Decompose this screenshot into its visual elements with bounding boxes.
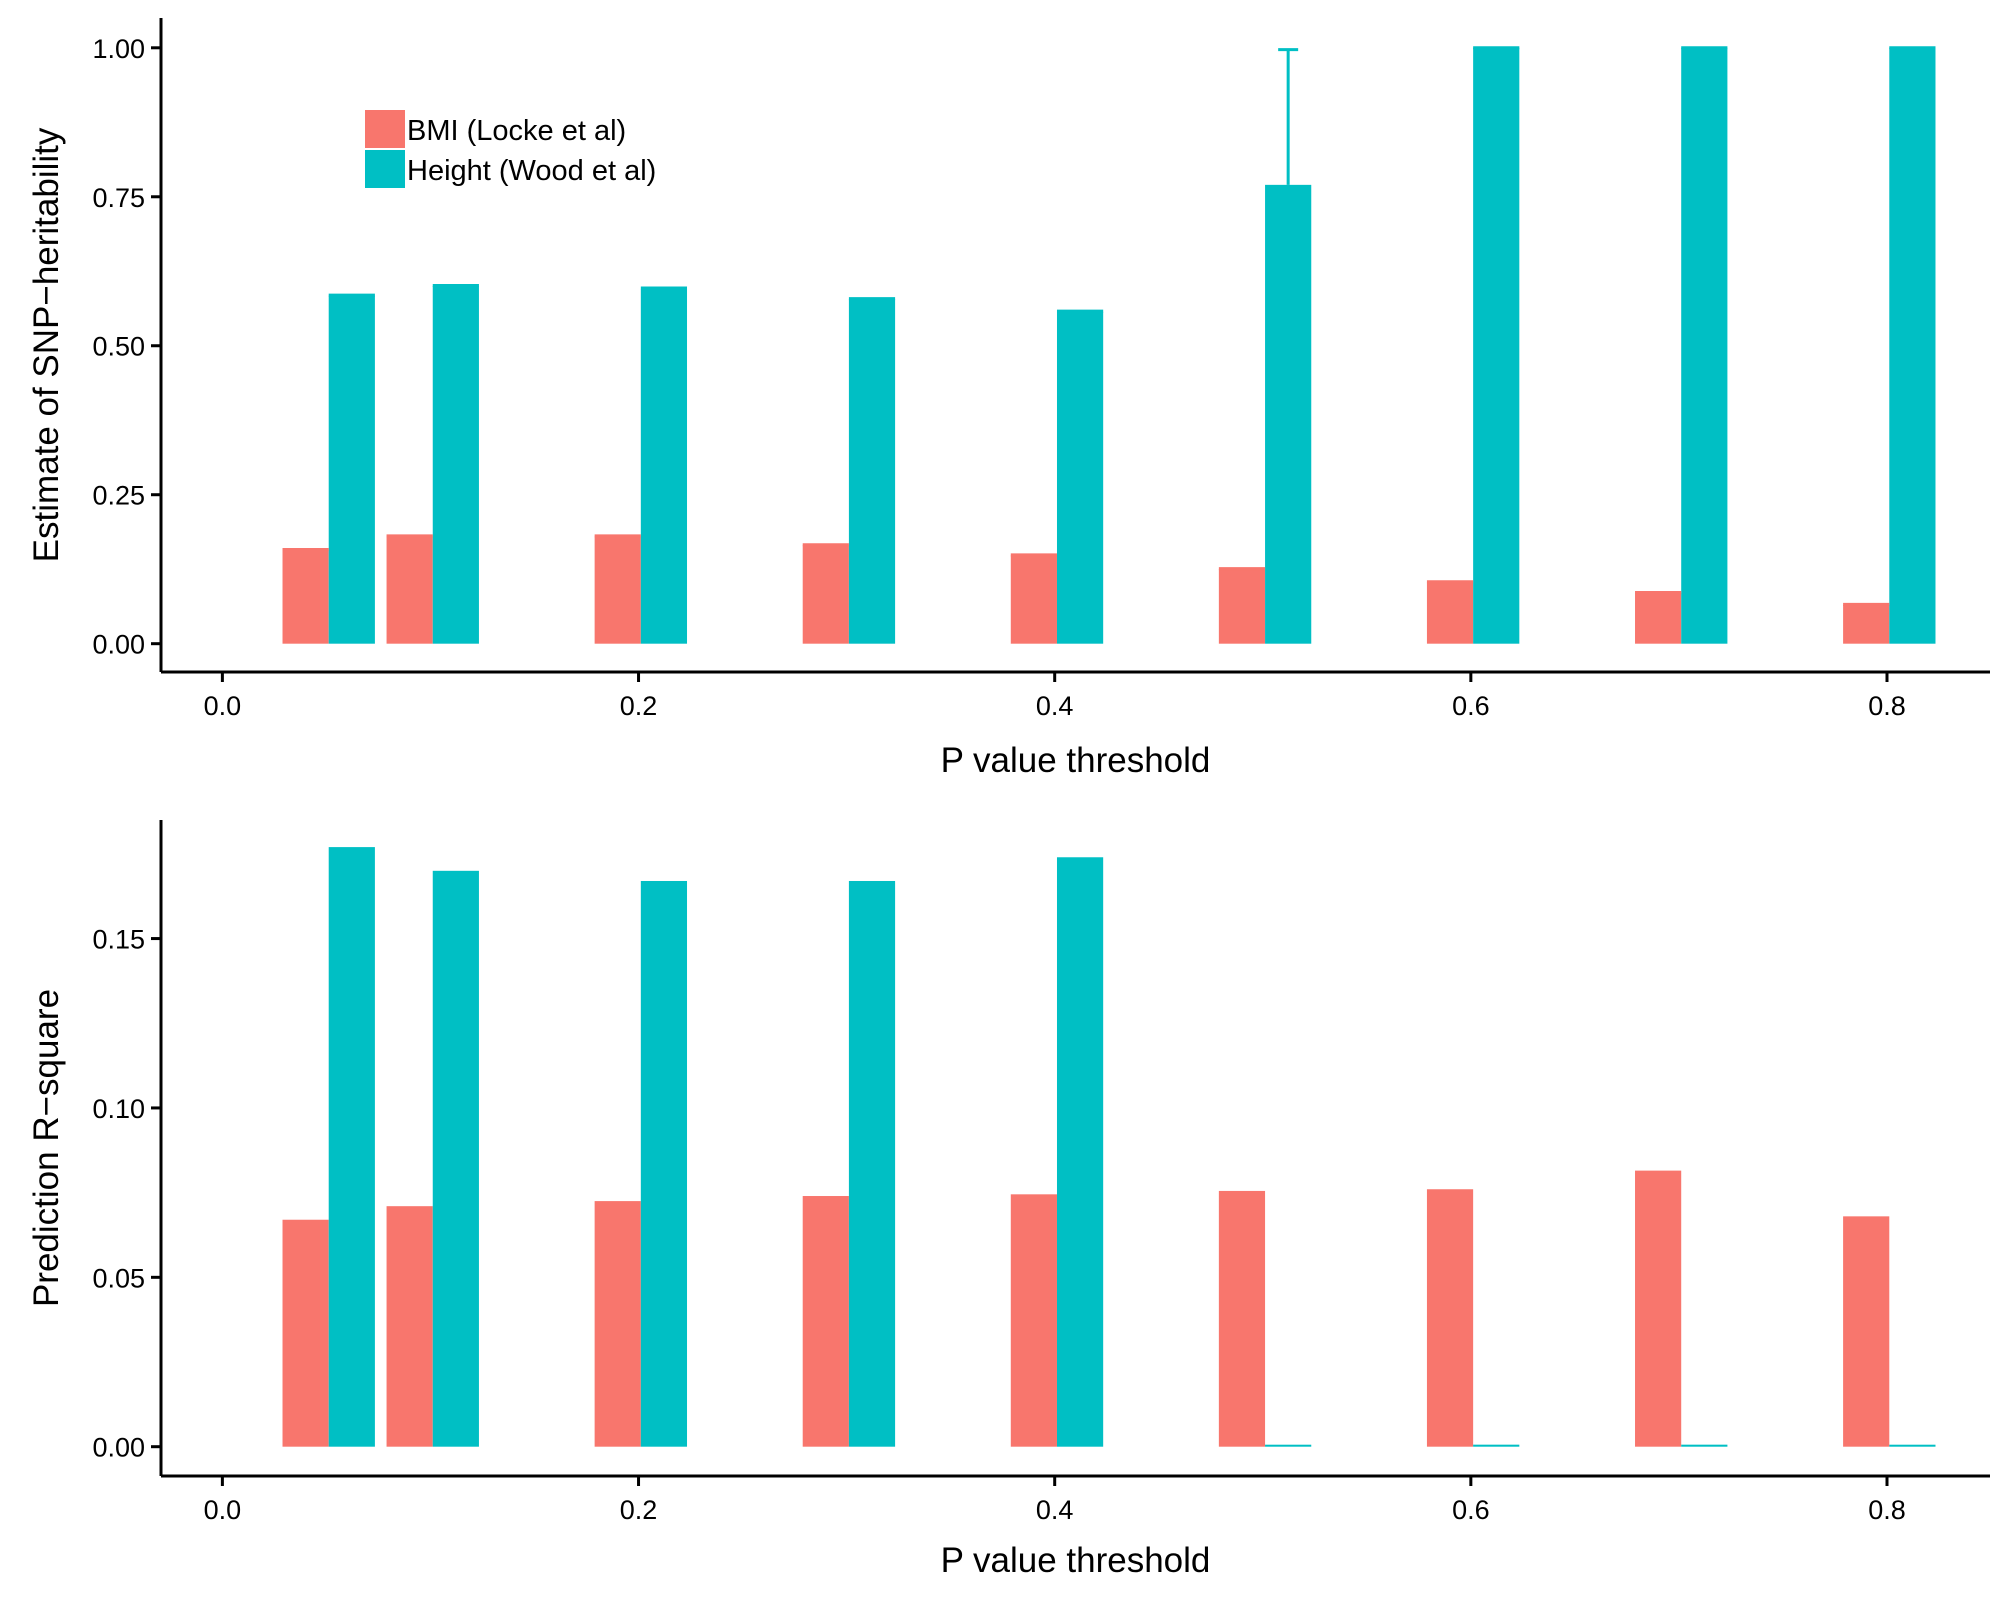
heritability-bar-height	[848, 299, 896, 644]
heritability-bar-bmi	[594, 536, 641, 644]
heritability-bar-bmi	[1010, 555, 1057, 644]
prediction-bar-bmi	[282, 1219, 329, 1447]
heritability-x-ticks: 0.0 0.2 0.4 0.6 0.8	[204, 672, 1906, 721]
prediction-bar-height	[1265, 1444, 1312, 1447]
prediction-y-tick-label: 0.05	[92, 1263, 145, 1293]
prediction-bar-bmi	[1218, 1190, 1266, 1447]
prediction-bar-height	[1681, 1444, 1728, 1447]
prediction-panel: 0.0 0.2 0.4 0.6 0.8 0.00 0.05 0.10 0.15 P value…	[27, 820, 1990, 1580]
heritability-y-tick-label: 0.75	[92, 183, 145, 213]
heritability-y-tick-label: 0.50	[92, 332, 145, 362]
heritability-x-axis-title: P value threshold	[941, 741, 1211, 780]
legend-swatch-bmi	[365, 110, 405, 148]
prediction-x-axis-title: P value threshold	[941, 1541, 1211, 1580]
prediction-x-tick-label: 0.8	[1868, 1495, 1906, 1525]
prediction-bar-bmi	[386, 1206, 433, 1447]
heritability-bar-height	[328, 295, 375, 644]
legend: BMI (Locke et al) Height (Wood et al)	[365, 110, 656, 188]
prediction-y-ticks: 0.00 0.05 0.10 0.15	[92, 925, 161, 1463]
heritability-x-tick-label: 0.8	[1868, 691, 1906, 721]
heritability-x-tick-label: 0.2	[620, 691, 658, 721]
heritability-bar-bmi	[386, 536, 433, 644]
prediction-x-ticks: 0.0 0.2 0.4 0.6 0.8	[204, 1476, 1906, 1525]
prediction-y-tick-label: 0.10	[92, 1094, 145, 1124]
heritability-y-axis-title: Estimate of SNP−heritability	[27, 127, 66, 562]
heritability-bar-bmi	[1218, 569, 1266, 644]
legend-label-height: Height (Wood et al)	[407, 155, 656, 187]
heritability-bars	[282, 47, 1936, 644]
heritability-bar-height	[1056, 311, 1104, 644]
heritability-y-tick-label: 0.25	[92, 481, 145, 511]
prediction-bar-height	[848, 880, 896, 1447]
heritability-bar-bmi	[1843, 604, 1890, 644]
prediction-bar-bmi	[1010, 1194, 1057, 1447]
prediction-y-tick-label: 0.15	[92, 925, 145, 955]
heritability-bar-height	[1265, 184, 1312, 644]
heritability-error-bars	[282, 46, 1936, 606]
legend-label-bmi: BMI (Locke et al)	[407, 115, 626, 147]
prediction-bar-height	[1473, 1444, 1520, 1447]
prediction-bar-bmi	[1635, 1170, 1682, 1447]
prediction-bar-height	[1889, 1444, 1936, 1447]
heritability-y-tick-label: 1.00	[92, 34, 145, 64]
heritability-bar-height	[432, 286, 479, 644]
prediction-bar-bmi	[594, 1201, 641, 1447]
heritability-bar-height	[1473, 47, 1520, 644]
heritability-x-tick-label: 0.0	[204, 691, 242, 721]
heritability-bar-height	[1889, 47, 1936, 644]
heritability-panel: 0.0 0.2 0.4 0.6 0.8 0.00 0.25 0.50 0.75 1.00 P v…	[27, 18, 1990, 780]
prediction-x-tick-label: 0.6	[1452, 1495, 1490, 1525]
prediction-bar-height	[640, 880, 688, 1447]
prediction-bars	[282, 847, 1936, 1447]
prediction-bar-bmi	[802, 1196, 849, 1447]
prediction-bar-height	[328, 847, 375, 1447]
prediction-x-tick-label: 0.4	[1036, 1495, 1074, 1525]
heritability-bar-bmi	[1426, 582, 1474, 644]
heritability-bar-bmi	[282, 550, 329, 644]
heritability-y-tick-label: 0.00	[92, 630, 145, 660]
prediction-y-axis-title: Prediction R−square	[27, 989, 66, 1307]
prediction-bar-bmi	[1426, 1189, 1474, 1447]
heritability-x-tick-label: 0.6	[1452, 691, 1490, 721]
legend-swatch-height	[365, 150, 405, 188]
heritability-bar-bmi	[1635, 593, 1682, 644]
heritability-x-tick-label: 0.4	[1036, 691, 1074, 721]
prediction-x-tick-label: 0.0	[204, 1495, 242, 1525]
prediction-x-tick-label: 0.2	[620, 1495, 658, 1525]
prediction-bar-height	[1056, 857, 1104, 1447]
heritability-bar-bmi	[802, 545, 849, 644]
heritability-y-ticks: 0.00 0.25 0.50 0.75 1.00	[92, 34, 161, 660]
prediction-y-tick-label: 0.00	[92, 1433, 145, 1463]
prediction-bar-bmi	[1843, 1216, 1890, 1447]
heritability-bar-height	[1681, 47, 1728, 644]
prediction-bar-height	[432, 870, 479, 1447]
heritability-bar-height	[640, 289, 688, 644]
